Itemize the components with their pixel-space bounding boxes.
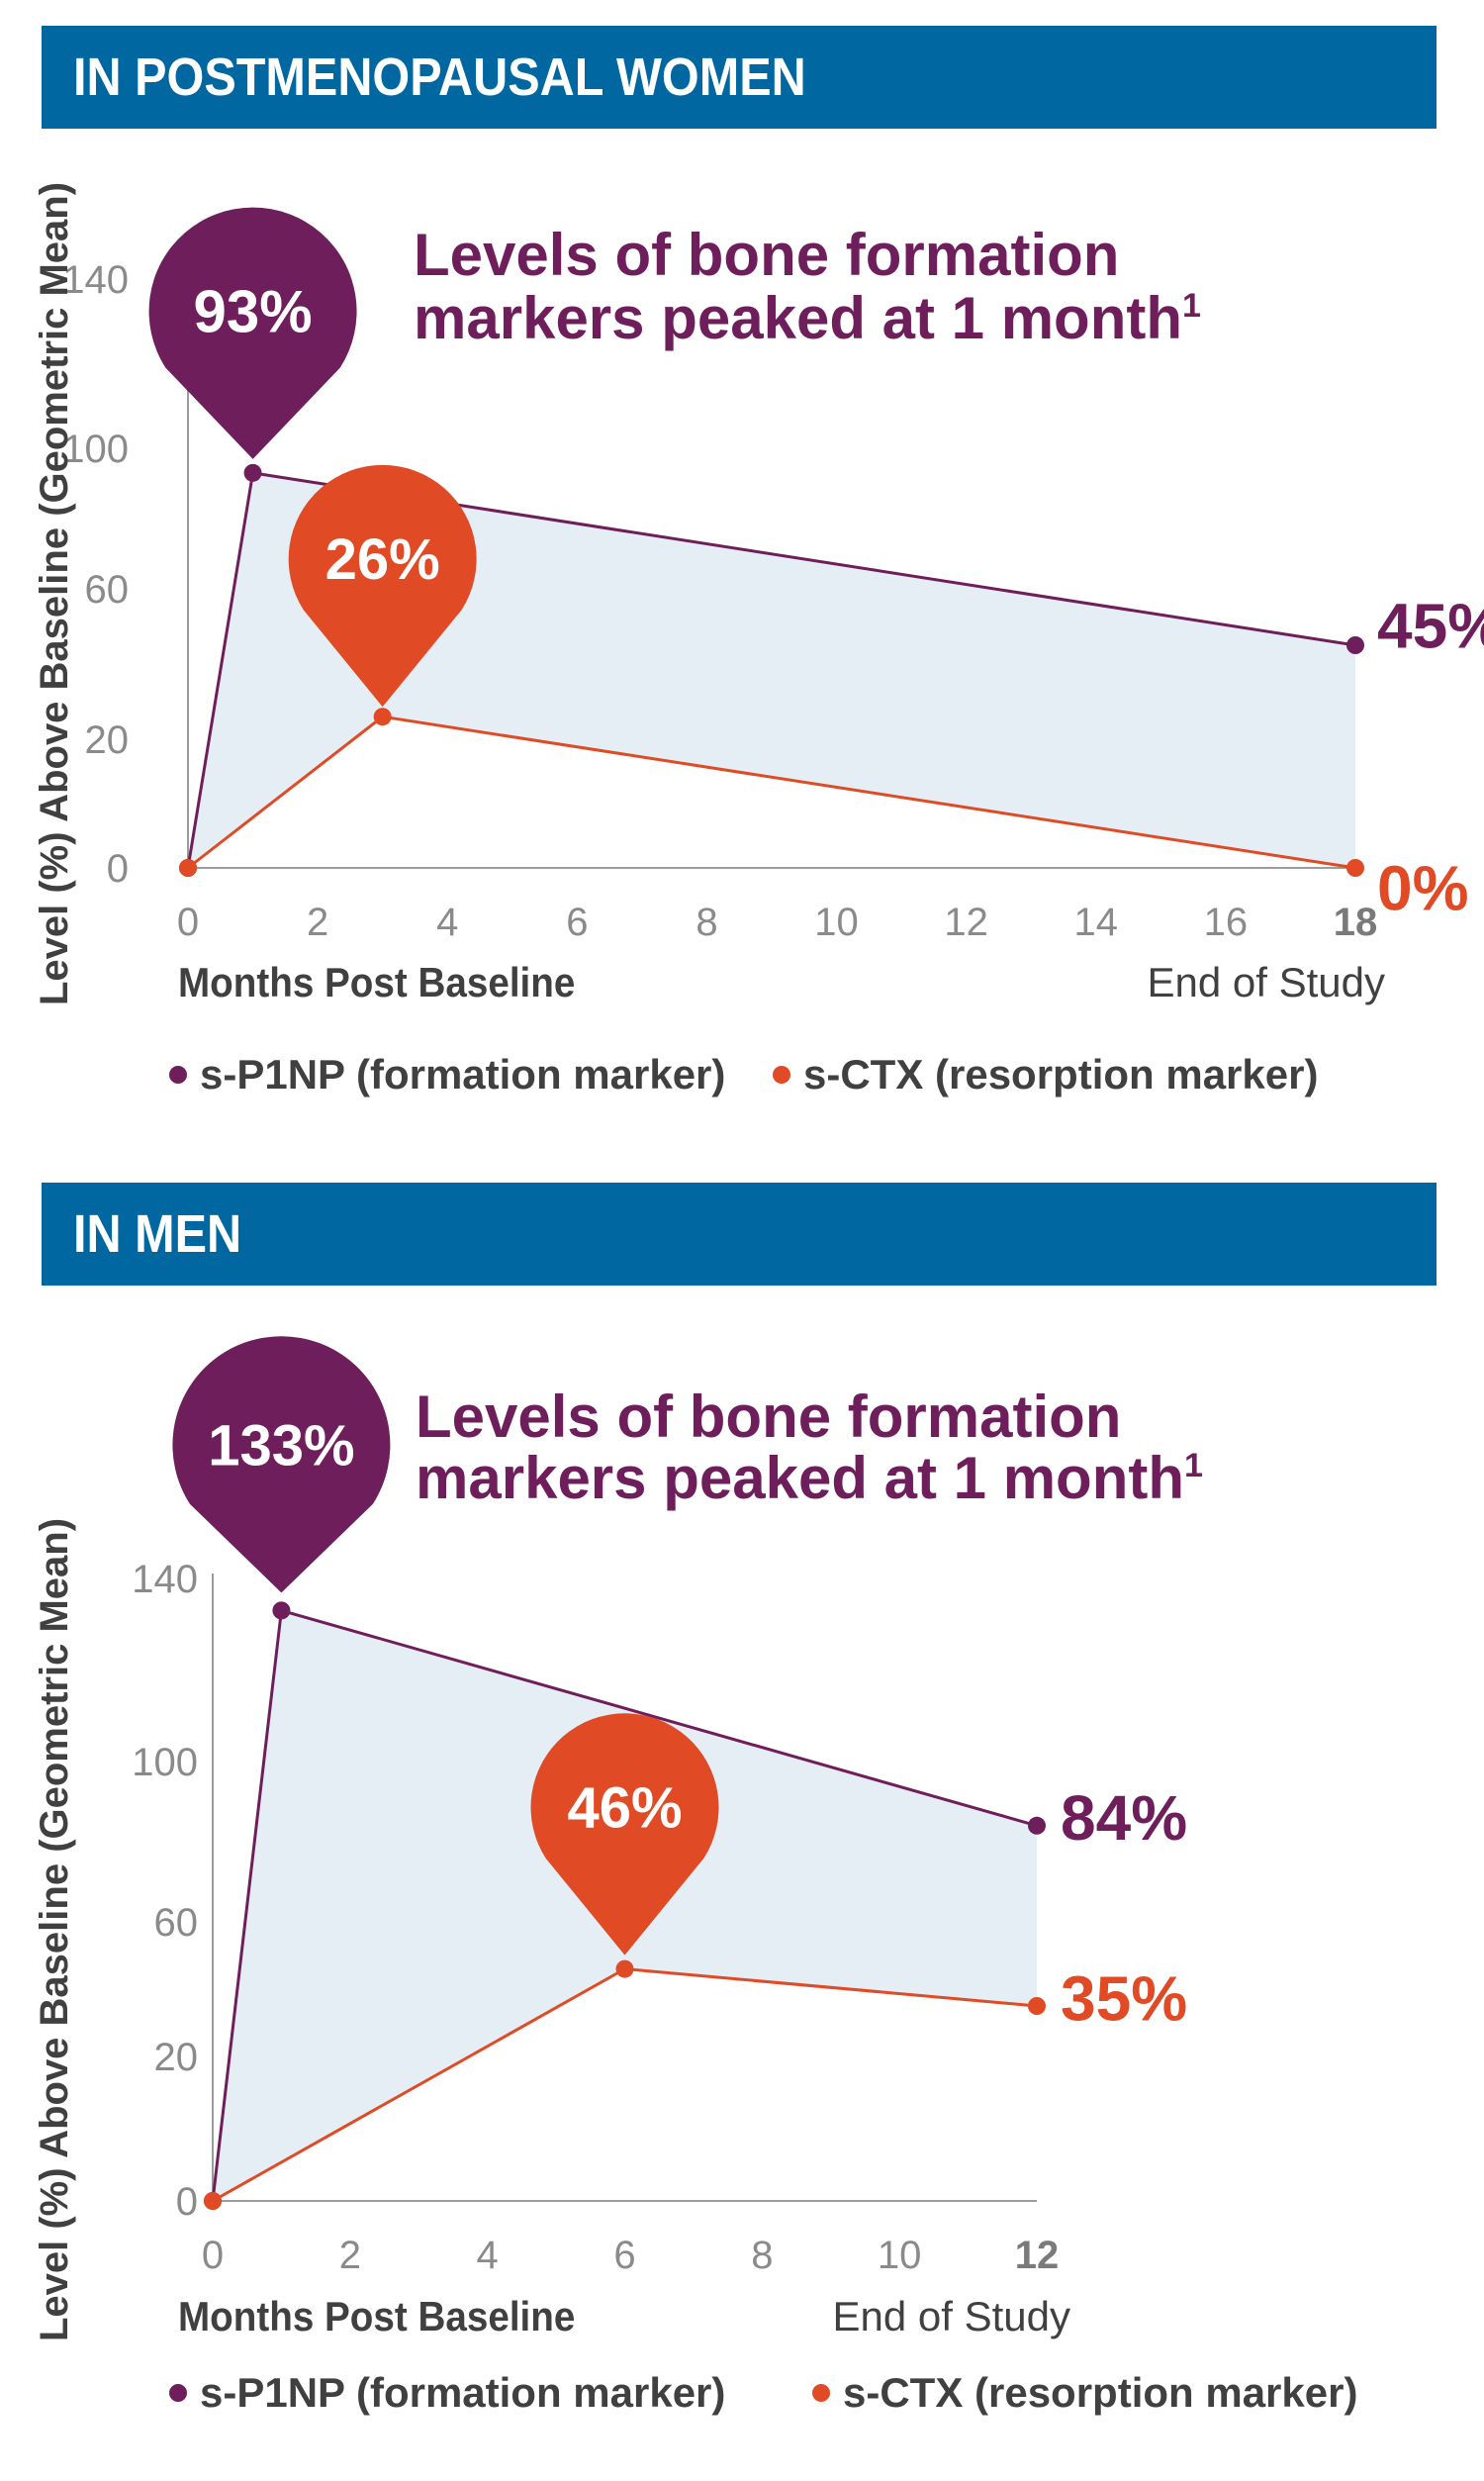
peak-label: 93% [194, 278, 313, 344]
banner-men: IN MEN [42, 1183, 1437, 1286]
end-value-label: 0% [1377, 852, 1469, 923]
x-tick-label: 18 [1334, 901, 1378, 944]
y-tick-label: 60 [154, 1901, 199, 1945]
end-value-label: 84% [1061, 1782, 1187, 1854]
peak-pin-resorption [530, 1713, 719, 1956]
peak-pin-formation [172, 1336, 391, 1593]
y-tick-label: 60 [85, 568, 130, 612]
x-tick-label: 0 [202, 2234, 224, 2277]
data-point [615, 1959, 634, 1978]
peak-pin-formation [148, 207, 357, 459]
end-of-study-label: End of Study [833, 2293, 1071, 2339]
x-tick-label: 14 [1074, 901, 1119, 944]
y-tick-label: 140 [62, 258, 129, 302]
y-tick-label: 20 [85, 718, 130, 762]
x-tick-label: 16 [1204, 901, 1249, 944]
data-point [243, 463, 262, 482]
x-axis-label: Months Post Baseline [178, 2292, 575, 2339]
data-point [204, 2192, 222, 2210]
data-point [1346, 859, 1364, 877]
y-axis-label: Level (%) Above Baseline (Geometric Mean… [33, 1518, 76, 2341]
y-tick-label: 140 [132, 1558, 198, 1601]
chart-men: 0 20 60 100 140 0 2 4 6 8 10 12 Level (%) Above Base… [33, 1336, 1357, 2416]
headline-line-1: Levels of bone formation [416, 1384, 1121, 1450]
x-tick-label: 4 [477, 2234, 499, 2277]
legend-swatch [773, 1066, 790, 1084]
x-tick-label: 8 [696, 901, 717, 944]
end-value-label: 35% [1061, 1962, 1187, 2034]
x-tick-label: 12 [1015, 2234, 1060, 2277]
x-tick-label: 12 [944, 901, 988, 944]
footnote-marker: 1 [1182, 287, 1201, 325]
area-between-series [188, 472, 1355, 868]
banner-postmenopausal-women: IN POSTMENOPAUSAL WOMEN [42, 26, 1437, 129]
x-tick-label: 6 [613, 2234, 635, 2277]
peak-pin-resorption [288, 464, 477, 708]
y-tick-label: 0 [107, 847, 129, 891]
headline-line-1: Levels of bone formation [414, 222, 1119, 288]
x-tick-label: 8 [751, 2234, 773, 2277]
y-tick-label: 20 [154, 2036, 199, 2079]
headline-line-2: markers peaked at 1 month1 [416, 1445, 1203, 1511]
data-point [179, 859, 197, 877]
legend-label: s-P1NP (formation marker) [200, 1051, 725, 1097]
data-point [373, 708, 392, 726]
y-axis-label: Level (%) Above Baseline (Geometric Mean… [33, 182, 76, 1005]
peak-label: 133% [208, 1413, 354, 1478]
end-of-study-label: End of Study [1148, 959, 1386, 1005]
legend-label: s-P1NP (formation marker) [200, 2369, 725, 2416]
legend-swatch [169, 1066, 187, 1084]
banner-title: IN MEN [73, 1204, 242, 1264]
data-point [1346, 636, 1364, 654]
data-point [272, 1601, 291, 1620]
x-tick-label: 2 [339, 2234, 361, 2277]
peak-label: 26% [325, 527, 440, 592]
x-tick-label: 6 [566, 901, 588, 944]
x-tick-label: 10 [878, 2234, 922, 2277]
chart-postmenopausal-women: 0 20 60 100 140 0 2 4 6 8 10 12 14 16 18 Level (%) Abov… [33, 182, 1484, 1097]
end-value-label: 45% [1377, 590, 1484, 661]
data-point [1028, 1816, 1046, 1835]
peak-label: 46% [567, 1775, 682, 1840]
x-tick-label: 2 [307, 901, 328, 944]
legend-label: s-CTX (resorption marker) [843, 2369, 1357, 2416]
x-tick-label: 4 [436, 901, 458, 944]
legend-label: s-CTX (resorption marker) [803, 1051, 1318, 1097]
data-point [1028, 1997, 1046, 2015]
x-tick-label: 10 [814, 901, 859, 944]
x-tick-label: 0 [177, 901, 199, 944]
y-tick-label: 100 [62, 428, 129, 471]
y-tick-label: 0 [176, 2180, 198, 2224]
headline-line-2: markers peaked at 1 month1 [414, 285, 1201, 351]
legend-swatch [169, 2384, 187, 2402]
x-axis-label: Months Post Baseline [178, 958, 575, 1005]
banner-title: IN POSTMENOPAUSAL WOMEN [73, 48, 806, 107]
legend-swatch [812, 2384, 830, 2402]
y-tick-label: 100 [132, 1741, 198, 1784]
footnote-marker: 1 [1184, 1447, 1203, 1484]
